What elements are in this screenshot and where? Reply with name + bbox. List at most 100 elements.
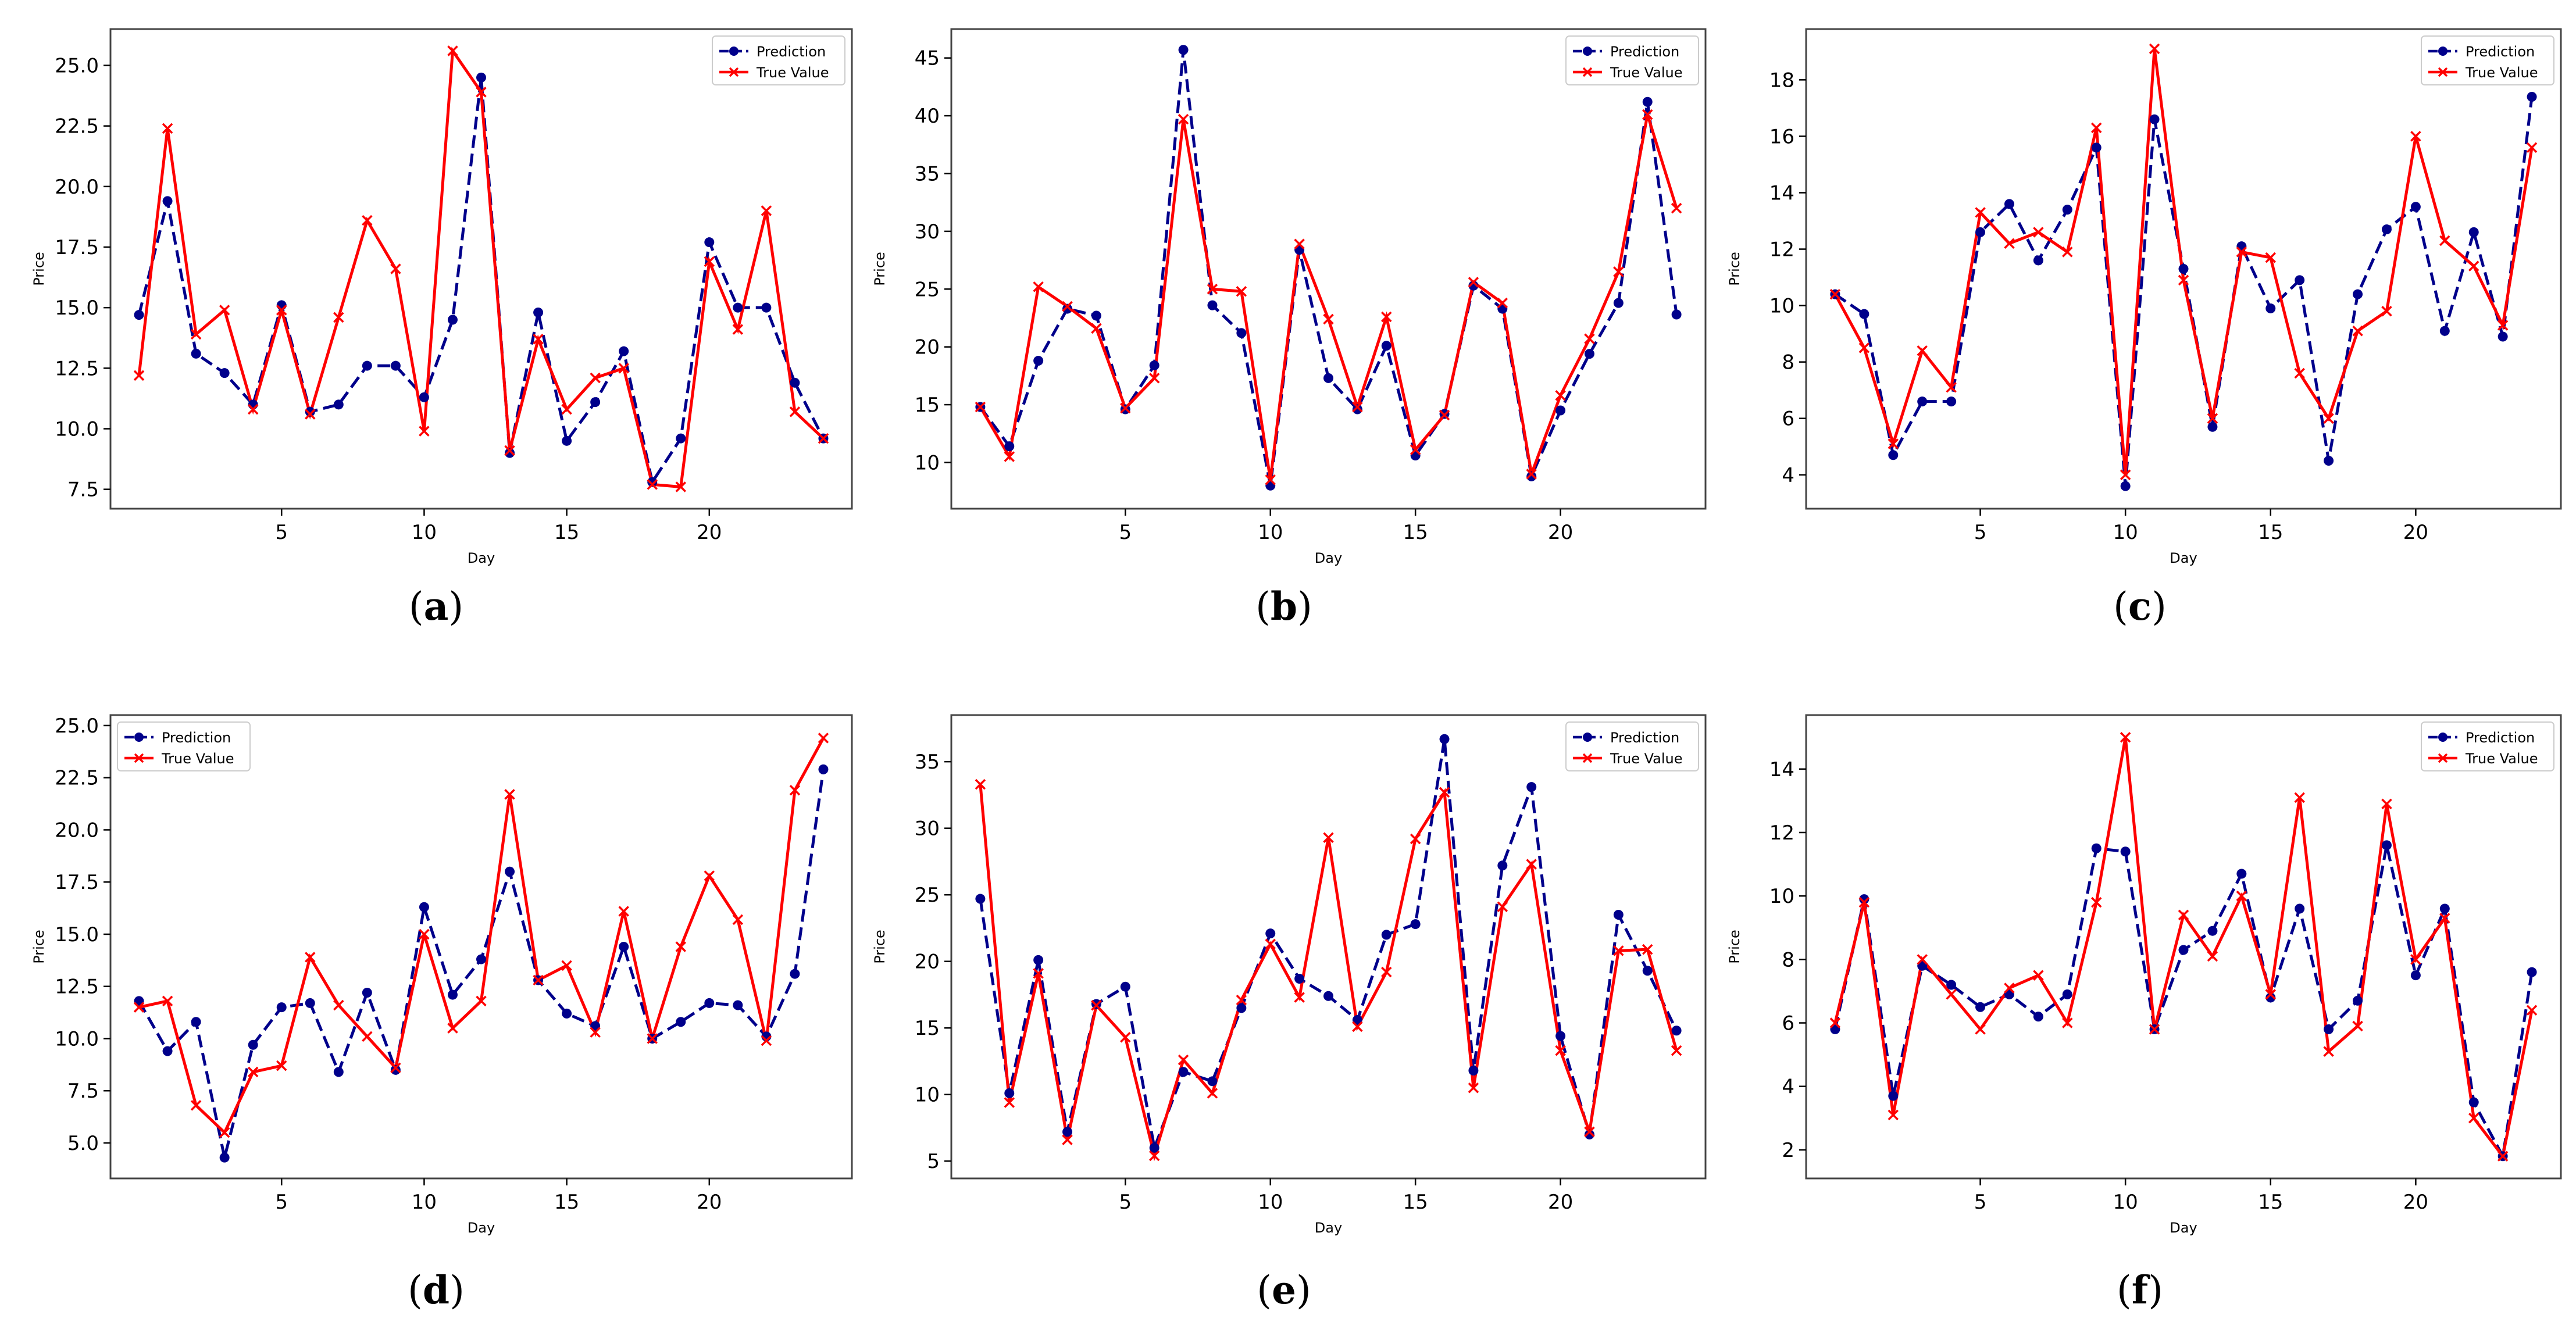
prediction-point [505,448,515,458]
chart-e: 5 10 15 20 5 10 15 20 25 30 35 Day Price Prediction Tr… [872,714,1707,1236]
prediction-point [1468,1065,1479,1076]
legend-true-value-marker [1582,753,1593,763]
true-value-point [1858,896,1870,908]
true-value-point [1323,832,1334,843]
true-value-point [2178,909,2189,921]
x-tick-label: 20 [697,521,722,544]
x-tick-label: 5 [1119,1191,1132,1214]
prediction-point [219,1152,230,1163]
y-tick-label: 22.5 [55,115,99,138]
true-value-point [2236,890,2247,902]
true-value-point [2526,1005,2538,1016]
true-value-point [2062,1017,2073,1028]
true-value-point [2352,1020,2363,1032]
prediction-point [2410,202,2421,212]
prediction-point [1178,1067,1189,1077]
legend-true-value-label: True Value [1610,751,1683,767]
y-tick-label: 20 [915,336,940,359]
true-value-point [2526,142,2538,153]
prediction-point [2527,967,2537,977]
prediction-point [1975,227,1986,237]
true-value-point [533,974,544,986]
true-value-point [675,941,687,952]
y-axis-label: Price [872,252,888,286]
caption-f: (f) [2117,1267,2163,1313]
caption-b: (b) [1255,584,1312,629]
true-value-point [1888,438,1899,449]
legend: Prediction True Value [1565,721,1699,771]
true-value-point [1207,284,1218,295]
prediction-point [2265,992,2276,1003]
x-axis-label: Day [2170,1220,2197,1236]
true-value-point [190,328,202,340]
y-tick-label: 4 [1782,1076,1794,1099]
true-value-point [2294,792,2305,803]
y-tick-label: 8 [1782,351,1794,374]
prediction-point [2120,846,2131,857]
prediction-point [2207,926,2218,936]
y-tick-label: 15 [915,394,940,417]
true-value-point [1178,113,1189,125]
prediction-point [1352,1014,1362,1025]
true-value-point [732,324,744,335]
legend-prediction-label: Prediction [1610,44,1679,60]
true-value-point [133,1002,145,1013]
prediction-point [975,894,986,904]
prediction-point [1033,356,1044,366]
legend-prediction-label: Prediction [2466,730,2535,746]
x-tick-label: 20 [697,1191,722,1214]
prediction-point [219,368,230,378]
legend-prediction-label: Prediction [162,730,231,746]
prediction-point [704,237,715,248]
true-value-point [2033,970,2044,981]
true-value-point [2439,913,2450,924]
y-tick-label: 17.5 [55,236,99,259]
true-value-point [533,334,544,345]
true-value-point [476,87,487,98]
prediction-point [1946,396,1957,407]
legend-true-value-label: True Value [756,65,829,81]
legend-true-value-label: True Value [2465,65,2538,81]
prediction-point [1410,919,1421,930]
true-value-point [1584,333,1595,345]
prediction-point [505,866,515,877]
prediction-point [305,406,315,417]
true-value-point [1468,277,1479,288]
prediction-point [191,348,201,359]
plot-frame [950,714,1707,1180]
true-value-point [1975,207,1986,218]
prediction-point [1062,303,1073,314]
true-value-point [818,733,829,744]
y-tick-label: 18 [1769,69,1794,92]
prediction-point [2439,903,2450,914]
x-tick-label: 15 [2258,521,2283,544]
true-value-point [1033,281,1044,292]
legend: Prediction True Value [117,721,251,771]
series-true-value-line [137,47,825,489]
true-value-point [2410,131,2421,142]
series-true-value-line [979,114,1678,480]
prediction-point [390,360,401,371]
x-tick-label: 10 [1258,521,1283,544]
true-value-point [1091,1000,1102,1011]
y-tick-label: 5.0 [67,1132,99,1155]
prediction-point [2381,224,2392,235]
prediction-point [362,360,372,371]
prediction-point [1004,441,1015,452]
true-value-point [219,305,230,316]
true-value-point [447,1023,458,1034]
prediction-point [2178,264,2189,274]
y-tick-label: 12 [1769,821,1794,845]
true-value-point [647,1033,658,1044]
x-axis-label: Day [468,550,495,566]
true-value-point [1526,859,1537,870]
prediction-point [1642,966,1653,976]
prediction-point [2295,903,2305,914]
true-value-point [2323,413,2334,424]
true-value-point [162,995,173,1007]
prediction-point [134,310,144,320]
prediction-point [1613,910,1624,920]
y-tick-label: 10.0 [55,418,99,441]
true-value-point [362,215,373,226]
prediction-point [733,1000,743,1010]
